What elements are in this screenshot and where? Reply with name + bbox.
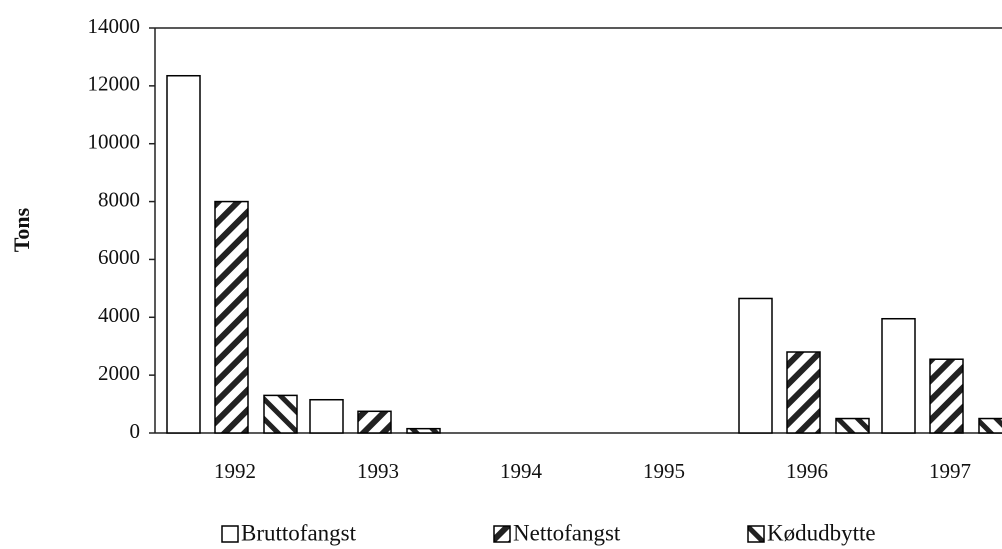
legend-swatch <box>221 525 239 543</box>
y-tick-label: 14000 <box>88 14 141 38</box>
x-tick-label: 1996 <box>786 459 828 483</box>
y-axis-label: Tons <box>9 207 34 252</box>
x-tick-label: 1992 <box>214 459 256 483</box>
y-tick-label: 12000 <box>88 72 141 96</box>
bar <box>835 417 870 434</box>
bar <box>214 200 249 434</box>
bar <box>357 410 392 434</box>
bar <box>406 427 441 434</box>
bar <box>166 74 201 434</box>
y-tick-label: 2000 <box>98 361 140 385</box>
y-tick-label: 10000 <box>88 130 141 154</box>
bar <box>309 398 344 434</box>
y-tick-label: 6000 <box>98 245 140 269</box>
bar <box>881 317 916 434</box>
x-tick-label: 1995 <box>643 459 685 483</box>
y-tick-label: 4000 <box>98 303 140 327</box>
legend-swatch <box>747 525 765 543</box>
legend-label: Bruttofangst <box>241 520 357 545</box>
bar <box>978 417 1002 434</box>
legend-swatch <box>493 525 511 543</box>
bar <box>263 394 298 434</box>
y-tick-label: 0 <box>130 419 141 443</box>
y-tick-label: 8000 <box>98 187 140 211</box>
bar <box>738 297 773 434</box>
bar <box>929 358 964 434</box>
x-tick-label: 1993 <box>357 459 399 483</box>
legend-label: Nettofangst <box>513 520 621 545</box>
x-tick-label: 1997 <box>929 459 971 483</box>
bar <box>786 351 821 434</box>
legend-label: Kødudbytte <box>767 520 876 545</box>
x-tick-label: 1994 <box>500 459 543 483</box>
